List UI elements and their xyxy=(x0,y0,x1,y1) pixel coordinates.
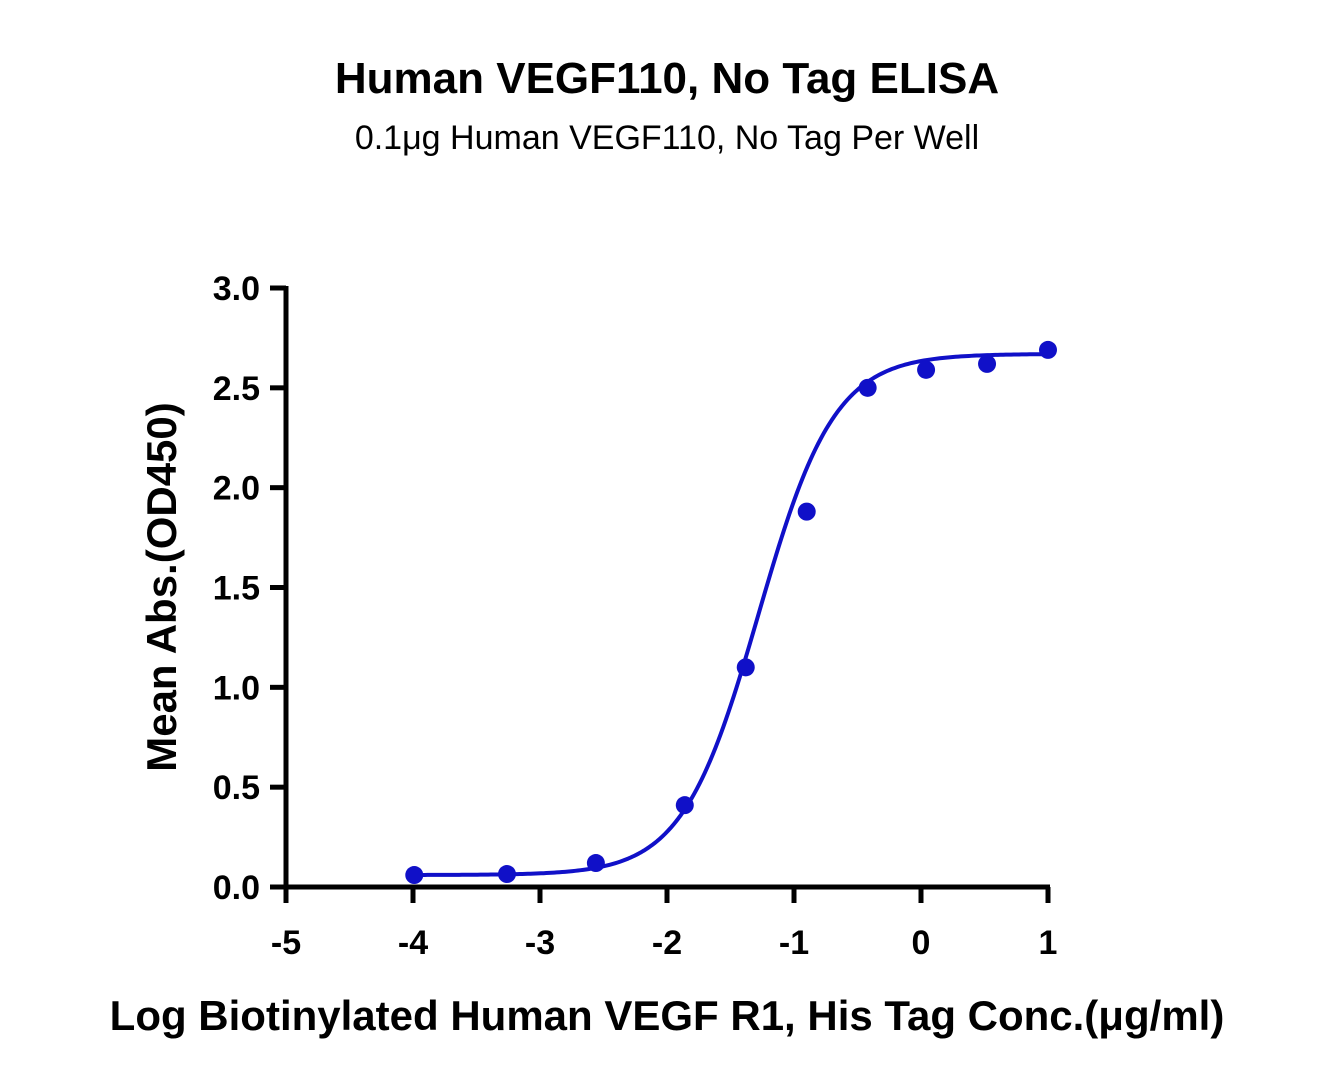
x-tick-label: -4 xyxy=(398,924,428,962)
x-tick-label: 1 xyxy=(1039,924,1058,962)
data-point xyxy=(797,502,816,521)
x-tick-label: -1 xyxy=(779,924,809,962)
y-axis-label: Mean Abs.(OD450) xyxy=(138,402,185,772)
plot-area: -5 -4 -3 -2 -1 0 1 0.0 0.5 1.0 1.5 2.0 2.5 3.0 xyxy=(213,270,1058,962)
y-tick-label: 2.5 xyxy=(213,370,260,408)
data-point xyxy=(497,865,516,884)
chart-subtitle: 0.1μg Human VEGF110, No Tag Per Well xyxy=(355,119,979,157)
data-point xyxy=(405,866,424,885)
x-tick-label: -3 xyxy=(525,924,555,962)
chart-title: Human VEGF110, No Tag ELISA xyxy=(335,54,999,103)
y-tick-label: 1.5 xyxy=(213,570,260,608)
y-tick-label: 1.0 xyxy=(213,669,260,707)
y-tick-label: 0.5 xyxy=(213,769,260,807)
data-point xyxy=(858,378,877,397)
data-point xyxy=(586,854,605,873)
data-point xyxy=(978,354,997,373)
y-tick-label: 2.0 xyxy=(213,470,260,508)
data-point xyxy=(736,658,755,677)
data-point xyxy=(1039,340,1057,359)
data-point xyxy=(675,796,694,815)
x-tick-label: 0 xyxy=(912,924,931,962)
fit-curve xyxy=(414,352,1049,877)
x-tick-label: -5 xyxy=(271,924,301,962)
data-point xyxy=(917,360,936,379)
y-tick-label: 0.0 xyxy=(213,869,260,907)
x-tick-label: -2 xyxy=(652,924,682,962)
y-tick-label: 3.0 xyxy=(213,270,260,308)
x-axis-label: Log Biotinylated Human VEGF R1, His Tag … xyxy=(110,992,1225,1039)
